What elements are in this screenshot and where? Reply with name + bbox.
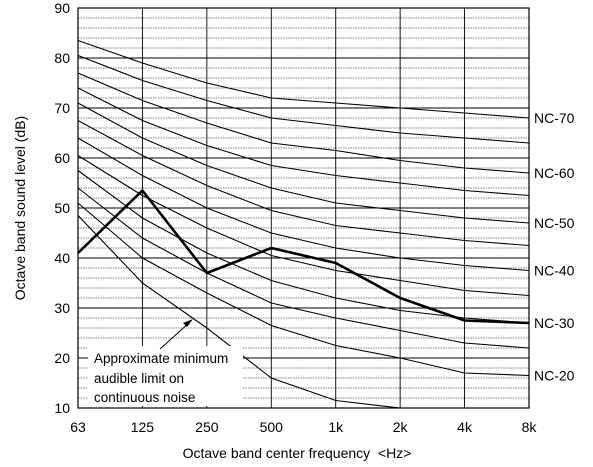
annotation-line-2: audible limit on xyxy=(94,371,184,386)
x-tick-label: 4k xyxy=(457,419,473,435)
y-tick-label: 50 xyxy=(54,200,70,216)
nc-curve-label: NC-40 xyxy=(534,263,575,279)
x-tick-label: 8k xyxy=(522,419,538,435)
measured-line xyxy=(77,189,530,325)
y-tick-label: 10 xyxy=(54,400,70,416)
nc-curve-labels: NC-70 NC-60 NC-50 NC-40 NC-30 NC-20 xyxy=(534,110,575,384)
annotation-line-1: Approximate minimum xyxy=(94,351,228,366)
x-tick-label: 250 xyxy=(195,419,219,435)
x-tick-label: 1k xyxy=(328,419,344,435)
nc-curve xyxy=(77,87,530,197)
x-tick-label: 63 xyxy=(70,419,86,435)
y-axis-label: Octave band sound level (dB) xyxy=(12,116,28,300)
nc-curve xyxy=(77,72,530,174)
y-tick-label: 80 xyxy=(54,50,70,66)
x-axis-label: Octave band center frequency <Hz> xyxy=(183,445,412,461)
nc-curve xyxy=(77,54,530,144)
nc-curve-label: NC-30 xyxy=(534,315,575,331)
y-tick-label: 60 xyxy=(54,150,70,166)
nc-curve-label: NC-70 xyxy=(534,110,575,126)
nc-curve xyxy=(77,155,530,297)
nc-curve xyxy=(77,102,530,224)
x-tick-label: 125 xyxy=(131,419,155,435)
x-tick-label: 500 xyxy=(260,419,284,435)
measured-spectrum xyxy=(77,189,530,325)
y-tick-labels: 10 20 30 40 50 60 70 80 90 xyxy=(54,0,70,416)
x-tick-label: 2k xyxy=(393,419,409,435)
nc-curve-label: NC-50 xyxy=(534,215,575,231)
nc-curve xyxy=(77,187,530,349)
annotation-arrowhead xyxy=(183,319,193,327)
nc-curve-label: NC-60 xyxy=(534,165,575,181)
nc-curve xyxy=(77,202,530,377)
x-tick-labels: 63 125 250 500 1k 2k 4k 8k xyxy=(70,419,537,435)
annotation-line-3: continuous noise xyxy=(94,390,195,405)
annotation-arrow xyxy=(159,321,191,350)
nc-curve xyxy=(77,137,530,272)
nc-curve xyxy=(77,39,530,119)
y-tick-label: 30 xyxy=(54,300,70,316)
nc-curve-label: NC-20 xyxy=(534,368,575,384)
plot-frame xyxy=(77,7,530,409)
nc-curve xyxy=(77,120,530,247)
y-tick-label: 70 xyxy=(54,100,70,116)
y-tick-label: 90 xyxy=(54,0,70,16)
y-tick-label: 40 xyxy=(54,250,70,266)
y-tick-label: 20 xyxy=(54,350,70,366)
nc-curves xyxy=(77,39,530,377)
annotation-box xyxy=(88,346,243,406)
